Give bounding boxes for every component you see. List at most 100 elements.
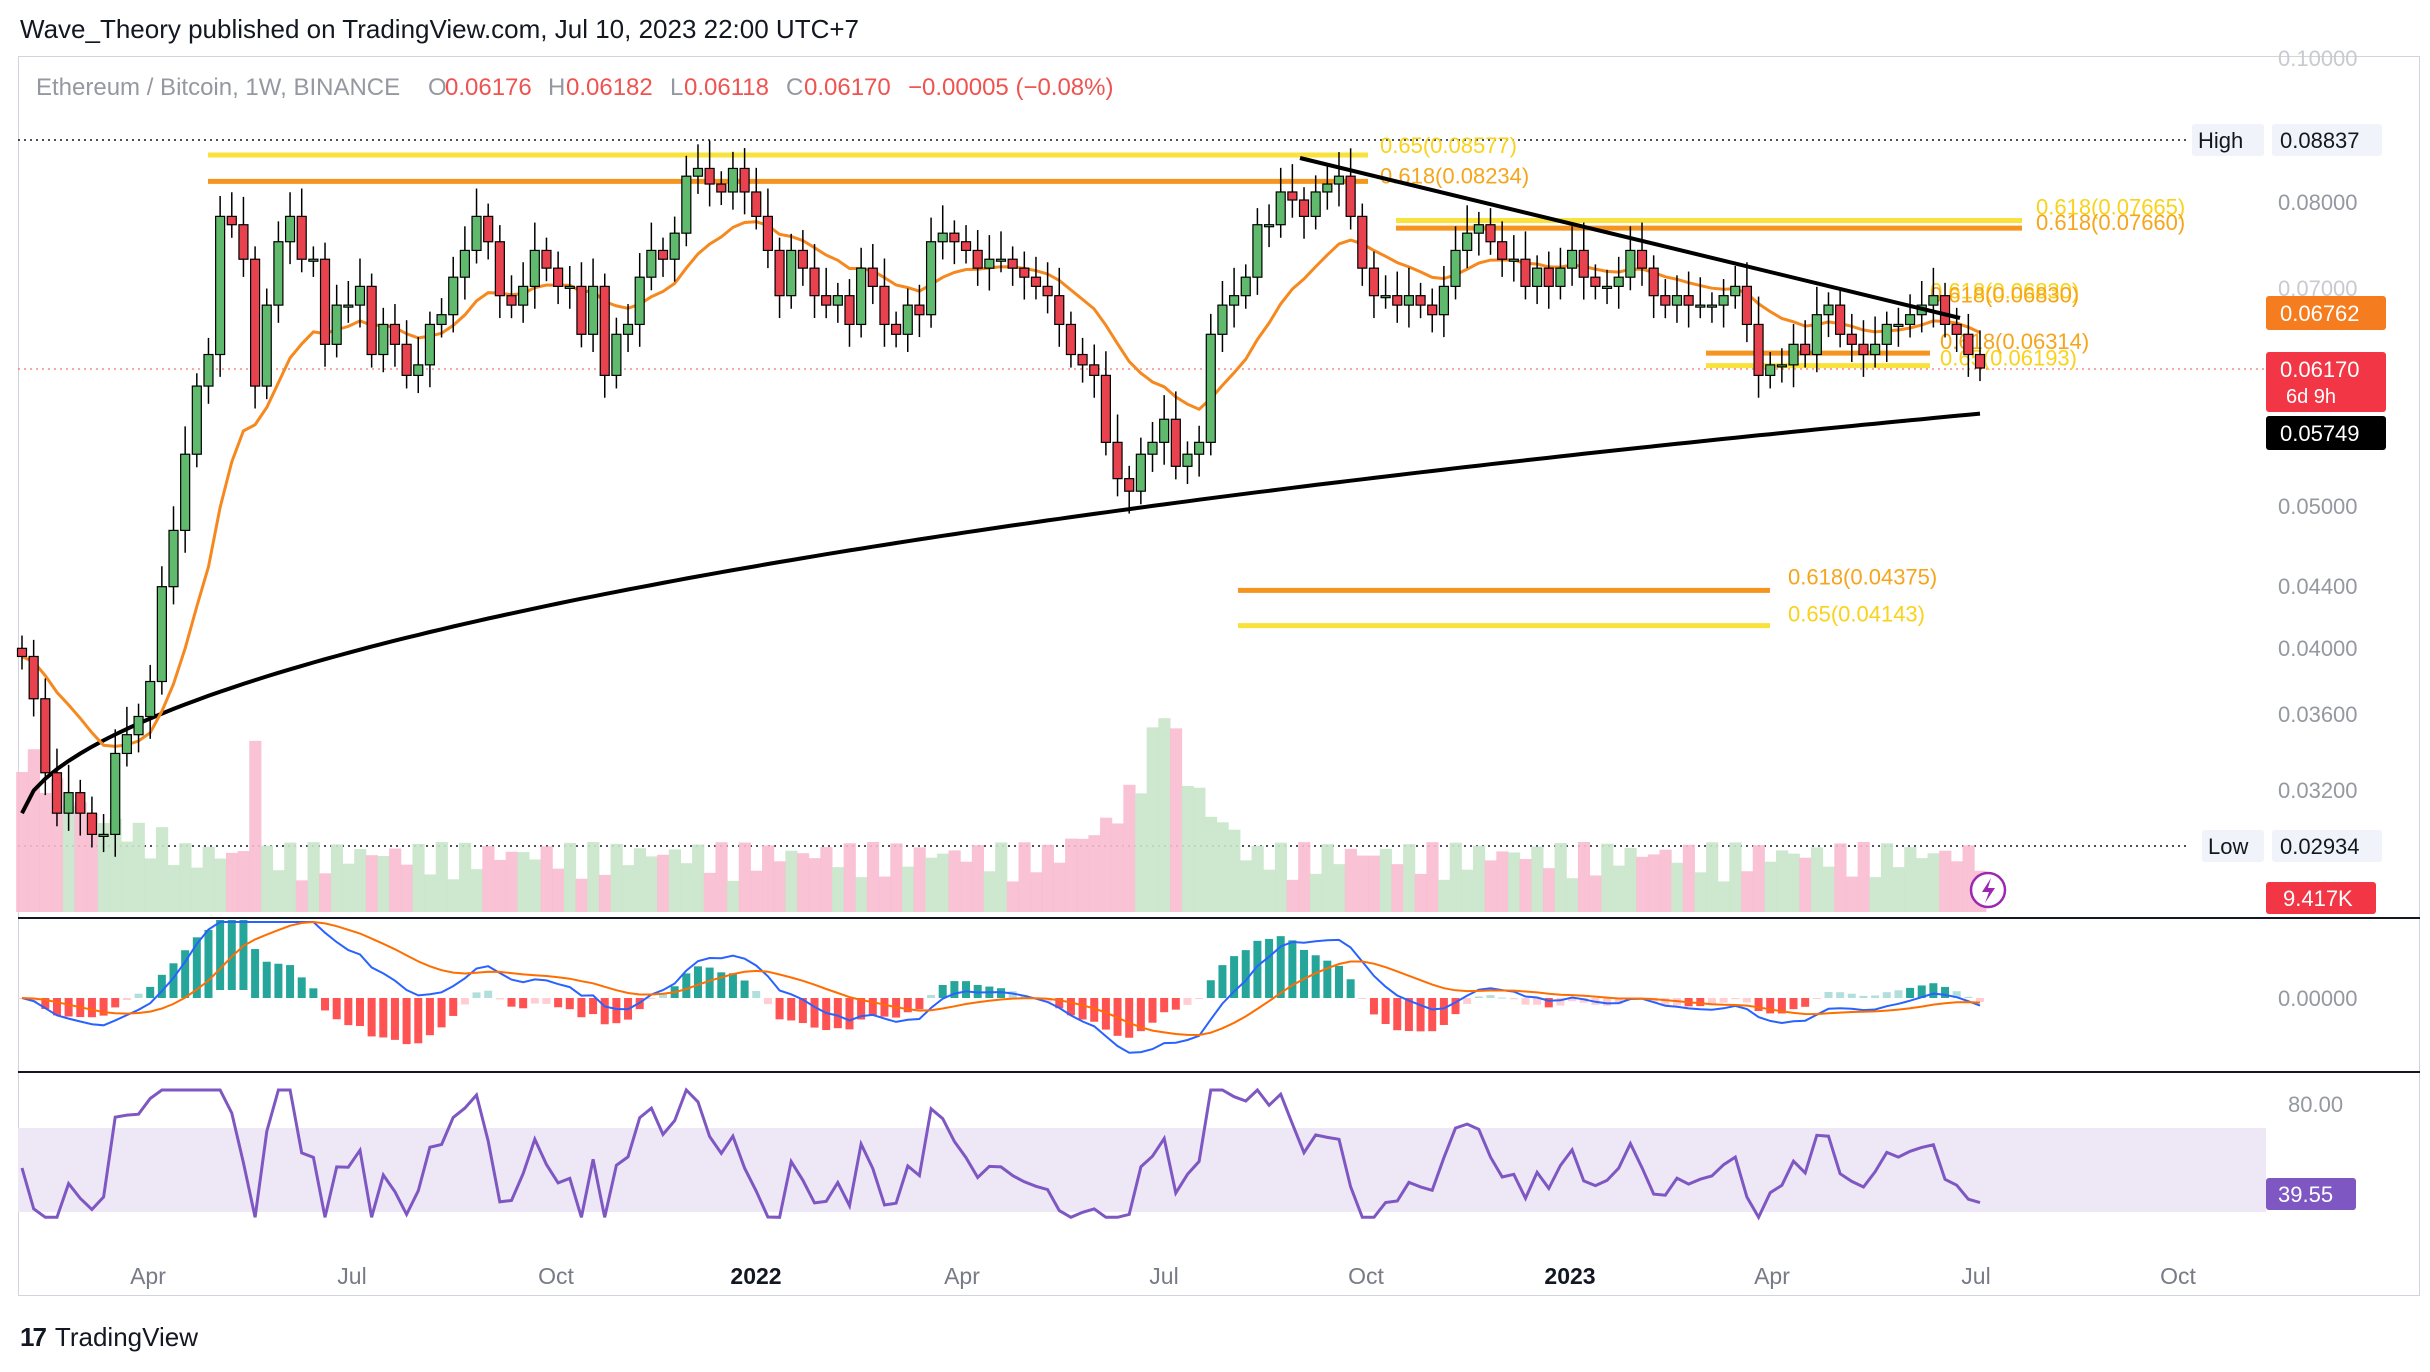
candle-body bbox=[1030, 276, 1042, 287]
macd-bar bbox=[728, 973, 737, 998]
candle-body bbox=[949, 232, 960, 243]
candle-body bbox=[40, 698, 51, 774]
time-tick-7: 2023 bbox=[1544, 1263, 1595, 1289]
volume-bar bbox=[424, 874, 437, 912]
candle-body bbox=[1811, 314, 1822, 356]
macd-pane bbox=[18, 920, 1984, 1054]
macd-bar bbox=[1148, 998, 1157, 1023]
volume-bar bbox=[1822, 866, 1835, 912]
time-tick-3: 2022 bbox=[730, 1263, 781, 1289]
macd-bar bbox=[589, 998, 598, 1015]
volume-bar bbox=[1682, 844, 1695, 912]
volume-bar bbox=[342, 863, 355, 912]
macd-bar bbox=[1707, 998, 1716, 1006]
fibonacci-levels: 0.65(0.08577)0.618(0.08234)0.618(0.07665… bbox=[208, 133, 2185, 629]
candle-body bbox=[1800, 343, 1811, 356]
candle-body bbox=[739, 167, 750, 193]
macd-bar bbox=[950, 981, 959, 998]
candle-body bbox=[1648, 267, 1659, 297]
volume-bar bbox=[505, 851, 518, 912]
candle-body bbox=[704, 167, 715, 185]
candle-body bbox=[1706, 304, 1718, 308]
candle-body bbox=[1357, 215, 1368, 269]
volume-bar bbox=[1845, 876, 1859, 912]
macd-bar bbox=[1101, 998, 1110, 1030]
macd-bar bbox=[484, 990, 493, 998]
volume-bar bbox=[528, 859, 542, 912]
candle-body bbox=[1205, 333, 1216, 443]
volume-bar bbox=[1228, 829, 1241, 912]
sma-badge bbox=[2266, 416, 2386, 450]
macd-bar bbox=[1195, 998, 1204, 1000]
candle-body bbox=[1776, 364, 1787, 368]
candle-body bbox=[1427, 304, 1438, 316]
volume-bar bbox=[121, 841, 134, 912]
macd-bar bbox=[1544, 998, 1553, 1008]
volume-bar bbox=[1403, 844, 1416, 912]
chart-frame[interactable] bbox=[18, 56, 2420, 1296]
macd-bar bbox=[122, 998, 131, 1001]
price-tick-5: 0.04000 bbox=[2278, 636, 2358, 661]
candle-body bbox=[238, 224, 249, 260]
volume-bar bbox=[1787, 853, 1800, 912]
candle-body bbox=[1823, 304, 1834, 316]
symbol-legend[interactable]: Ethereum / Bitcoin, 1W, BINANCE O 0.0617… bbox=[36, 74, 1114, 101]
macd-bar bbox=[938, 984, 947, 998]
candle-body bbox=[331, 304, 342, 345]
volume-bar bbox=[1076, 838, 1089, 912]
macd-bar bbox=[1369, 998, 1378, 1015]
volume-bar bbox=[74, 802, 87, 912]
candle-body bbox=[1590, 276, 1601, 287]
candle-body bbox=[1298, 199, 1310, 217]
macd-bar bbox=[798, 998, 807, 1024]
macd-bar bbox=[425, 998, 434, 1036]
rsi-tick-80: 80.00 bbox=[2288, 1092, 2343, 1117]
candle-body bbox=[681, 175, 692, 234]
macd-bar bbox=[1917, 985, 1926, 998]
macd-bar bbox=[472, 992, 481, 998]
volume-bar bbox=[843, 843, 856, 912]
candle-body bbox=[28, 655, 39, 700]
lightning-icon[interactable] bbox=[1969, 871, 2007, 909]
price-axis[interactable]: 0.10000 0.08000 0.07000 0.05000 0.04400 … bbox=[2278, 46, 2358, 1117]
candle-body bbox=[296, 215, 307, 260]
volume-bar bbox=[1333, 864, 1346, 912]
candle-body bbox=[366, 285, 377, 356]
macd-bar bbox=[1568, 998, 1577, 1002]
macd-bar bbox=[903, 998, 912, 1013]
candlesticks[interactable] bbox=[16, 140, 1986, 857]
volume-bar bbox=[1519, 859, 1532, 912]
macd-line bbox=[21, 921, 1981, 1054]
volume-bar bbox=[1018, 842, 1031, 912]
volume-bar bbox=[1507, 852, 1521, 912]
macd-bar bbox=[495, 998, 504, 1000]
volume-bar bbox=[563, 842, 577, 912]
descending-trendline[interactable] bbox=[1299, 156, 1961, 320]
volume-bar bbox=[1647, 854, 1660, 912]
candle-body bbox=[762, 215, 774, 252]
macd-bar bbox=[309, 988, 318, 998]
candle-body bbox=[1858, 343, 1869, 356]
volume-bar bbox=[960, 861, 973, 912]
candle-body bbox=[1380, 295, 1391, 299]
fib-label: 0.618(0.07660) bbox=[2036, 210, 2185, 235]
macd-bar bbox=[157, 974, 166, 998]
candle-body bbox=[1392, 295, 1403, 306]
volume-bar bbox=[400, 864, 413, 912]
volume-bar bbox=[936, 853, 950, 912]
volume-bar bbox=[1484, 860, 1497, 912]
time-axis[interactable]: Apr Jul Oct 2022 Apr Jul Oct 2023 Apr Ju… bbox=[130, 1263, 2196, 1289]
tradingview-logo[interactable]: 17 TradingView bbox=[20, 1322, 198, 1353]
legend-c-label: C bbox=[786, 74, 803, 101]
macd-bar bbox=[1416, 998, 1425, 1032]
candle-body bbox=[145, 680, 156, 718]
candle-body bbox=[786, 249, 797, 297]
macd-bar bbox=[507, 998, 516, 1007]
volume-bar bbox=[330, 844, 344, 912]
volume-bar bbox=[62, 805, 75, 912]
signal-line bbox=[21, 920, 1981, 1037]
macd-bar bbox=[297, 977, 306, 998]
candle-body bbox=[75, 792, 86, 814]
macd-bar bbox=[1055, 998, 1064, 1009]
